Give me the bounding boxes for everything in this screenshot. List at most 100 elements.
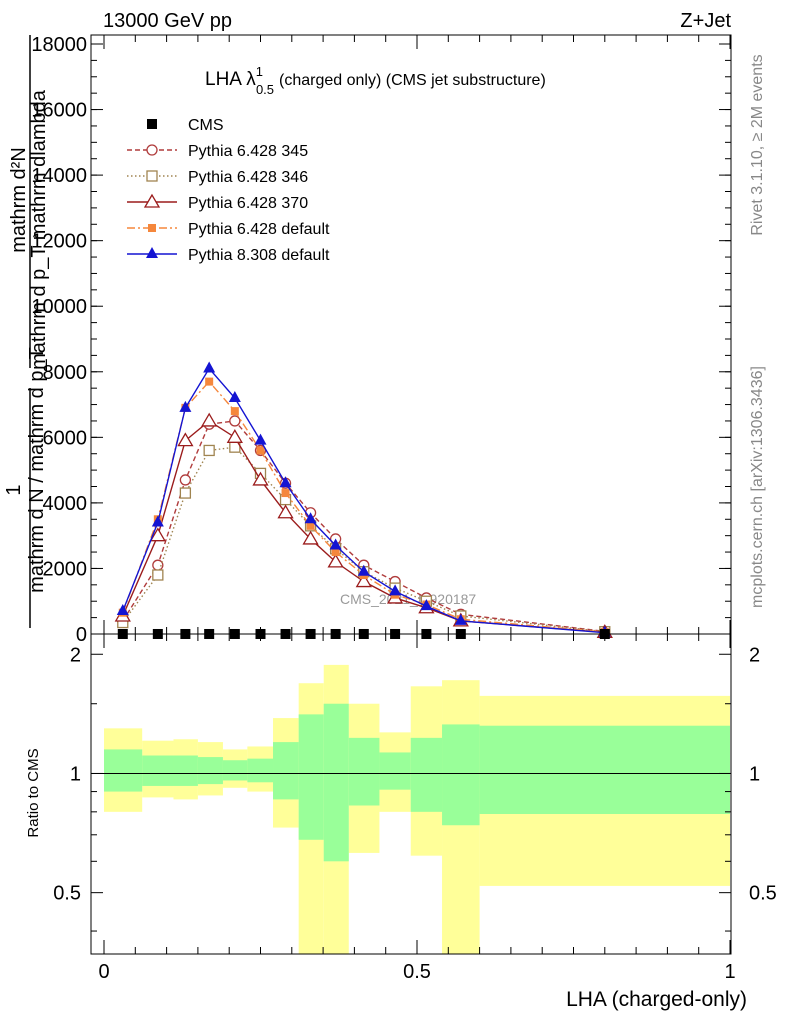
ratio-ytick-label-right: 1 [749,763,760,785]
data-point [201,412,218,427]
legend-item: Pythia 6.428 346 [127,169,308,186]
legend-label: Pythia 6.428 346 [188,169,308,186]
data-point [203,361,216,373]
legend-item: Pythia 6.428 345 [127,143,308,160]
legend: CMS Pythia 6.428 345 Pythia 6.428 346 Pythi… [127,117,330,264]
series-pythia-6-428-346 [117,441,611,638]
legend-label: Pythia 6.428 370 [188,195,308,212]
ratio-ticks: 0.5 0.5 1 1 2 2 0 0.5 1 [53,634,777,983]
main-ytick-label: 8000 [43,362,88,384]
uncertainty-band-inner [173,755,198,786]
header-channel: Z+Jet [680,10,731,32]
data-point [357,564,370,576]
mcplots-label: mcplots.cern.ch [arXiv:1306.3436] [749,366,766,608]
legend-marker [146,247,158,258]
data-point [151,515,164,527]
xtick-label: 0 [98,961,109,983]
data-point [228,391,241,402]
legend-marker [143,193,161,208]
rivet-label: Rivet 3.1.10, ≥ 2M events [749,54,766,235]
data-point [420,599,433,611]
main-plot-frame [90,34,732,635]
x-axis-label: LHA (charged-only) [566,988,747,1011]
data-point [179,474,192,486]
uncertainty-band-inner [379,752,411,790]
main-ytick-label: 16000 [31,100,87,122]
data-point [277,504,294,519]
uncertainty-band-inner [142,755,174,786]
main-ytick-label: 2000 [43,558,88,580]
ratio-ytick-label: 0.5 [53,883,81,905]
main-ytick-label: 6000 [43,427,88,449]
data-point [327,553,344,568]
main-y-ticks: 0 2000 4000 6000 8000 10000 12000 14000 16000 180… [31,34,731,646]
legend-label: Pythia 6.428 default [188,221,330,238]
main-title: LHA λ1 0.5(charged only) (CMS jet substru… [205,64,546,97]
main-ytick-label: 10000 [31,296,87,318]
header-process: 13000 GeV pp [103,10,232,32]
ylabel-norm: mathrm d N / mathrm d p_T [26,347,48,593]
uncertainty-band-inner [298,714,324,840]
legend-item: Pythia 8.308 default [127,247,330,264]
uncertainty-band-inner [442,724,480,826]
ylabel-denominator: mathrm d p_T mathrm dlambda [28,89,50,370]
legend-item: Pythia 6.428 default [127,221,330,238]
ratio-ytick-label-right: 0.5 [749,883,777,905]
data-point [205,377,214,386]
data-point [152,569,164,581]
legend-marker [146,170,158,182]
data-point [304,512,317,524]
data-point [179,487,192,499]
uncertainty-band-inner [410,737,443,812]
ratio-ylabel: Ratio to CMS [25,748,42,837]
ratio-ytick-label-right: 2 [749,644,760,666]
uncertainty-band-inner [247,758,274,783]
legend-item: CMS [147,117,224,134]
uncertainty-band-inner [104,749,143,792]
main-ytick-label: 14000 [31,165,87,187]
data-point [179,400,192,412]
data-point [149,527,166,542]
data-point [230,407,239,416]
data-point [355,573,372,588]
data-point [306,521,315,530]
data-point [331,548,340,557]
data-point [329,538,342,550]
ylabel-norm-one: 1 [3,484,25,495]
data-point [252,471,269,486]
uncertainty-band-inner [479,725,730,814]
xtick-label: 0.5 [403,961,431,983]
data-point [302,530,319,545]
series-line [122,420,605,634]
main-ytick-label: 12000 [31,231,87,253]
ratio-ytick-label: 1 [70,763,81,785]
uncertainty-band-inner [273,742,299,800]
uncertainty-band-inner [222,760,248,781]
legend-marker [147,119,157,129]
main-series [114,361,613,639]
uncertainty-band-inner [323,703,349,862]
legend-label: Pythia 8.308 default [188,247,330,264]
series-line [122,380,605,633]
ylabel-numerator: mathrm d²N [8,147,30,253]
data-point [254,433,267,445]
data-point [389,584,402,596]
legend-marker [146,144,158,156]
uncertainty-band-inner [348,737,380,806]
data-point [256,446,265,455]
xtick-label: 1 [724,961,735,983]
legend-marker [148,224,156,232]
ratio-ytick-label: 2 [70,644,81,666]
legend-item: Pythia 6.428 370 [127,193,308,212]
data-point [177,432,194,447]
ratio-plot-frame [90,633,732,955]
data-point [281,489,290,498]
data-point [116,604,129,616]
series-line [122,420,605,633]
series-line [122,367,605,634]
legend-label: Pythia 6.428 345 [188,143,308,160]
ratio-bands [91,664,731,954]
uncertainty-band-inner [197,757,223,785]
data-point [226,429,243,443]
